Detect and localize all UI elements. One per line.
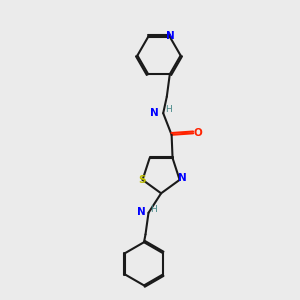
Text: N: N (150, 108, 159, 118)
Text: H: H (151, 205, 157, 214)
Text: S: S (138, 175, 146, 185)
Text: N: N (166, 31, 175, 41)
Text: N: N (178, 173, 187, 183)
Text: O: O (194, 128, 203, 138)
Text: H: H (165, 105, 171, 114)
Text: N: N (136, 207, 146, 217)
